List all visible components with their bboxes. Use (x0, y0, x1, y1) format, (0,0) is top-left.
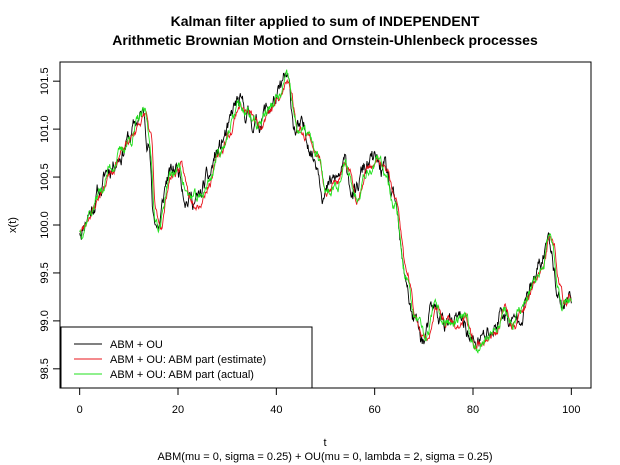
y-tick-label: 99.5 (39, 262, 51, 283)
series-line-2 (79, 69, 572, 354)
x-tick-label: 40 (270, 404, 282, 416)
legend: ABM + OU ABM + OU: ABM part (estimate) ABM… (60, 326, 313, 389)
x-tick-label: 20 (172, 404, 184, 416)
x-tick-label: 80 (467, 404, 479, 416)
x-axis: 0 20 40 60 80 100 (77, 387, 581, 416)
chart-title-line-1: Kalman filter applied to sum of INDEPEND… (171, 13, 480, 29)
x-tick-label: 60 (369, 404, 381, 416)
chart-title-line-2: Arithmetic Brownian Motion and Ornstein-… (112, 32, 538, 48)
legend-label-2: ABM + OU: ABM part (actual) (110, 369, 254, 381)
y-tick-label: 99.0 (39, 310, 51, 331)
x-tick-label: 0 (77, 404, 83, 416)
legend-label-0: ABM + OU (110, 339, 163, 351)
x-axis-subtitle: ABM(mu = 0, sigma = 0.25) + OU(mu = 0, l… (157, 451, 492, 463)
y-tick-label: 98.5 (39, 358, 51, 379)
series-line-0 (79, 72, 572, 351)
y-axis-label: x(t) (7, 217, 19, 233)
series-group (79, 69, 572, 354)
y-axis: 98.5 99.0 99.5 100.0 100.5 101.0 101.5 (39, 67, 61, 380)
y-tick-label: 101.0 (39, 115, 51, 143)
y-tick-label: 101.5 (39, 67, 51, 95)
legend-label-1: ABM + OU: ABM part (estimate) (110, 354, 266, 366)
legend-box (60, 326, 313, 389)
y-tick-label: 100.0 (39, 211, 51, 239)
x-axis-label: t (323, 437, 326, 449)
x-tick-label: 100 (562, 404, 580, 416)
y-tick-label: 100.5 (39, 163, 51, 191)
